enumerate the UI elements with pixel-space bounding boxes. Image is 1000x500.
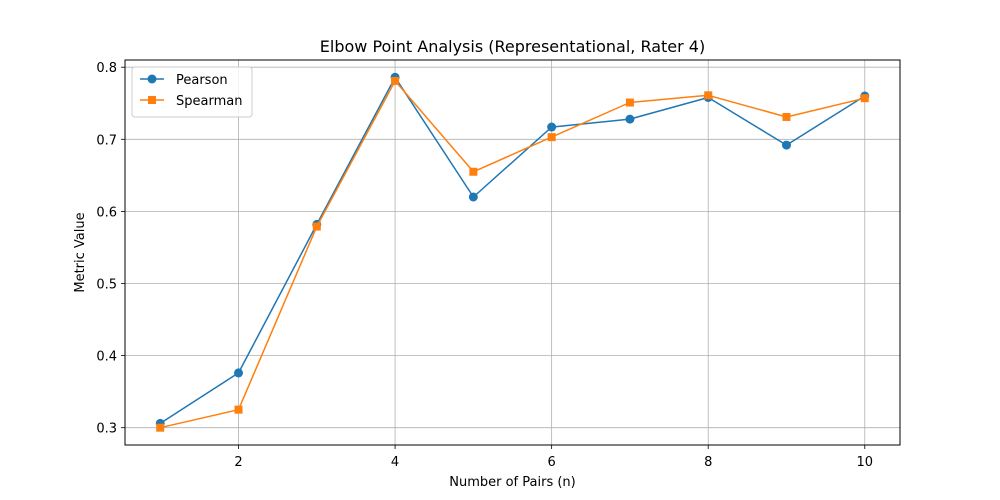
y-tick-label: 0.3 xyxy=(96,422,117,437)
series-layer xyxy=(155,72,870,432)
legend-marker-spearman xyxy=(148,96,156,104)
series-line-spearman xyxy=(160,80,865,429)
y-tick-label: 0.4 xyxy=(96,350,117,365)
x-tick-label: 8 xyxy=(704,455,712,470)
x-axis-label: Number of Pairs (n) xyxy=(449,475,575,490)
plot-area-frame xyxy=(124,59,901,446)
legend-label-pearson: Pearson xyxy=(176,73,228,88)
data-point-spearman xyxy=(704,91,713,100)
x-tick-label: 10 xyxy=(856,455,873,470)
data-point-spearman xyxy=(156,423,165,432)
legend-label-spearman: Spearman xyxy=(176,94,242,109)
data-point-pearson xyxy=(625,114,635,124)
y-axis-ticks: 0.3 0.4 0.5 0.6 0.7 0.8 xyxy=(96,61,125,437)
x-tick-label: 2 xyxy=(234,455,242,470)
y-tick-label: 0.8 xyxy=(96,61,117,76)
x-axis-ticks: 2 4 6 8 10 xyxy=(234,445,873,470)
data-point-spearman xyxy=(391,76,400,85)
x-tick-label: 4 xyxy=(391,455,399,470)
data-point-pearson xyxy=(547,122,557,132)
data-point-spearman xyxy=(312,222,321,231)
series-line-pearson xyxy=(159,76,866,425)
data-point-pearson xyxy=(234,368,244,378)
data-point-spearman xyxy=(547,133,556,142)
data-point-spearman xyxy=(860,94,869,103)
y-axis-label: Metric Value xyxy=(73,212,88,292)
data-point-spearman xyxy=(234,405,243,414)
data-point-pearson xyxy=(781,140,791,150)
data-point-pearson xyxy=(468,192,478,202)
data-point-spearman xyxy=(625,98,634,107)
y-tick-label: 0.6 xyxy=(96,205,117,220)
y-tick-label: 0.5 xyxy=(96,278,117,293)
data-point-spearman xyxy=(782,112,791,121)
data-point-spearman xyxy=(469,167,478,176)
chart-title: Elbow Point Analysis (Representational, … xyxy=(320,37,705,56)
y-tick-label: 0.7 xyxy=(96,133,117,148)
legend-marker-pearson xyxy=(147,74,157,84)
x-tick-label: 6 xyxy=(548,455,556,470)
legend: Pearson Spearman xyxy=(131,66,253,118)
